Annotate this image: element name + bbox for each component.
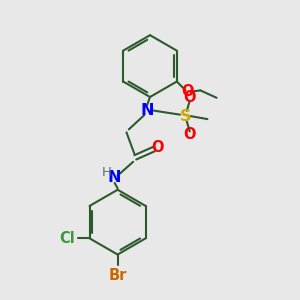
- Text: N: N: [140, 103, 154, 118]
- Text: O: O: [151, 140, 164, 154]
- Text: O: O: [181, 84, 193, 99]
- Text: Cl: Cl: [59, 231, 75, 246]
- Text: N: N: [108, 170, 122, 185]
- Text: O: O: [184, 90, 196, 105]
- Text: S: S: [180, 109, 191, 124]
- Text: O: O: [184, 127, 196, 142]
- Text: H: H: [101, 166, 111, 179]
- Text: Br: Br: [108, 268, 127, 283]
